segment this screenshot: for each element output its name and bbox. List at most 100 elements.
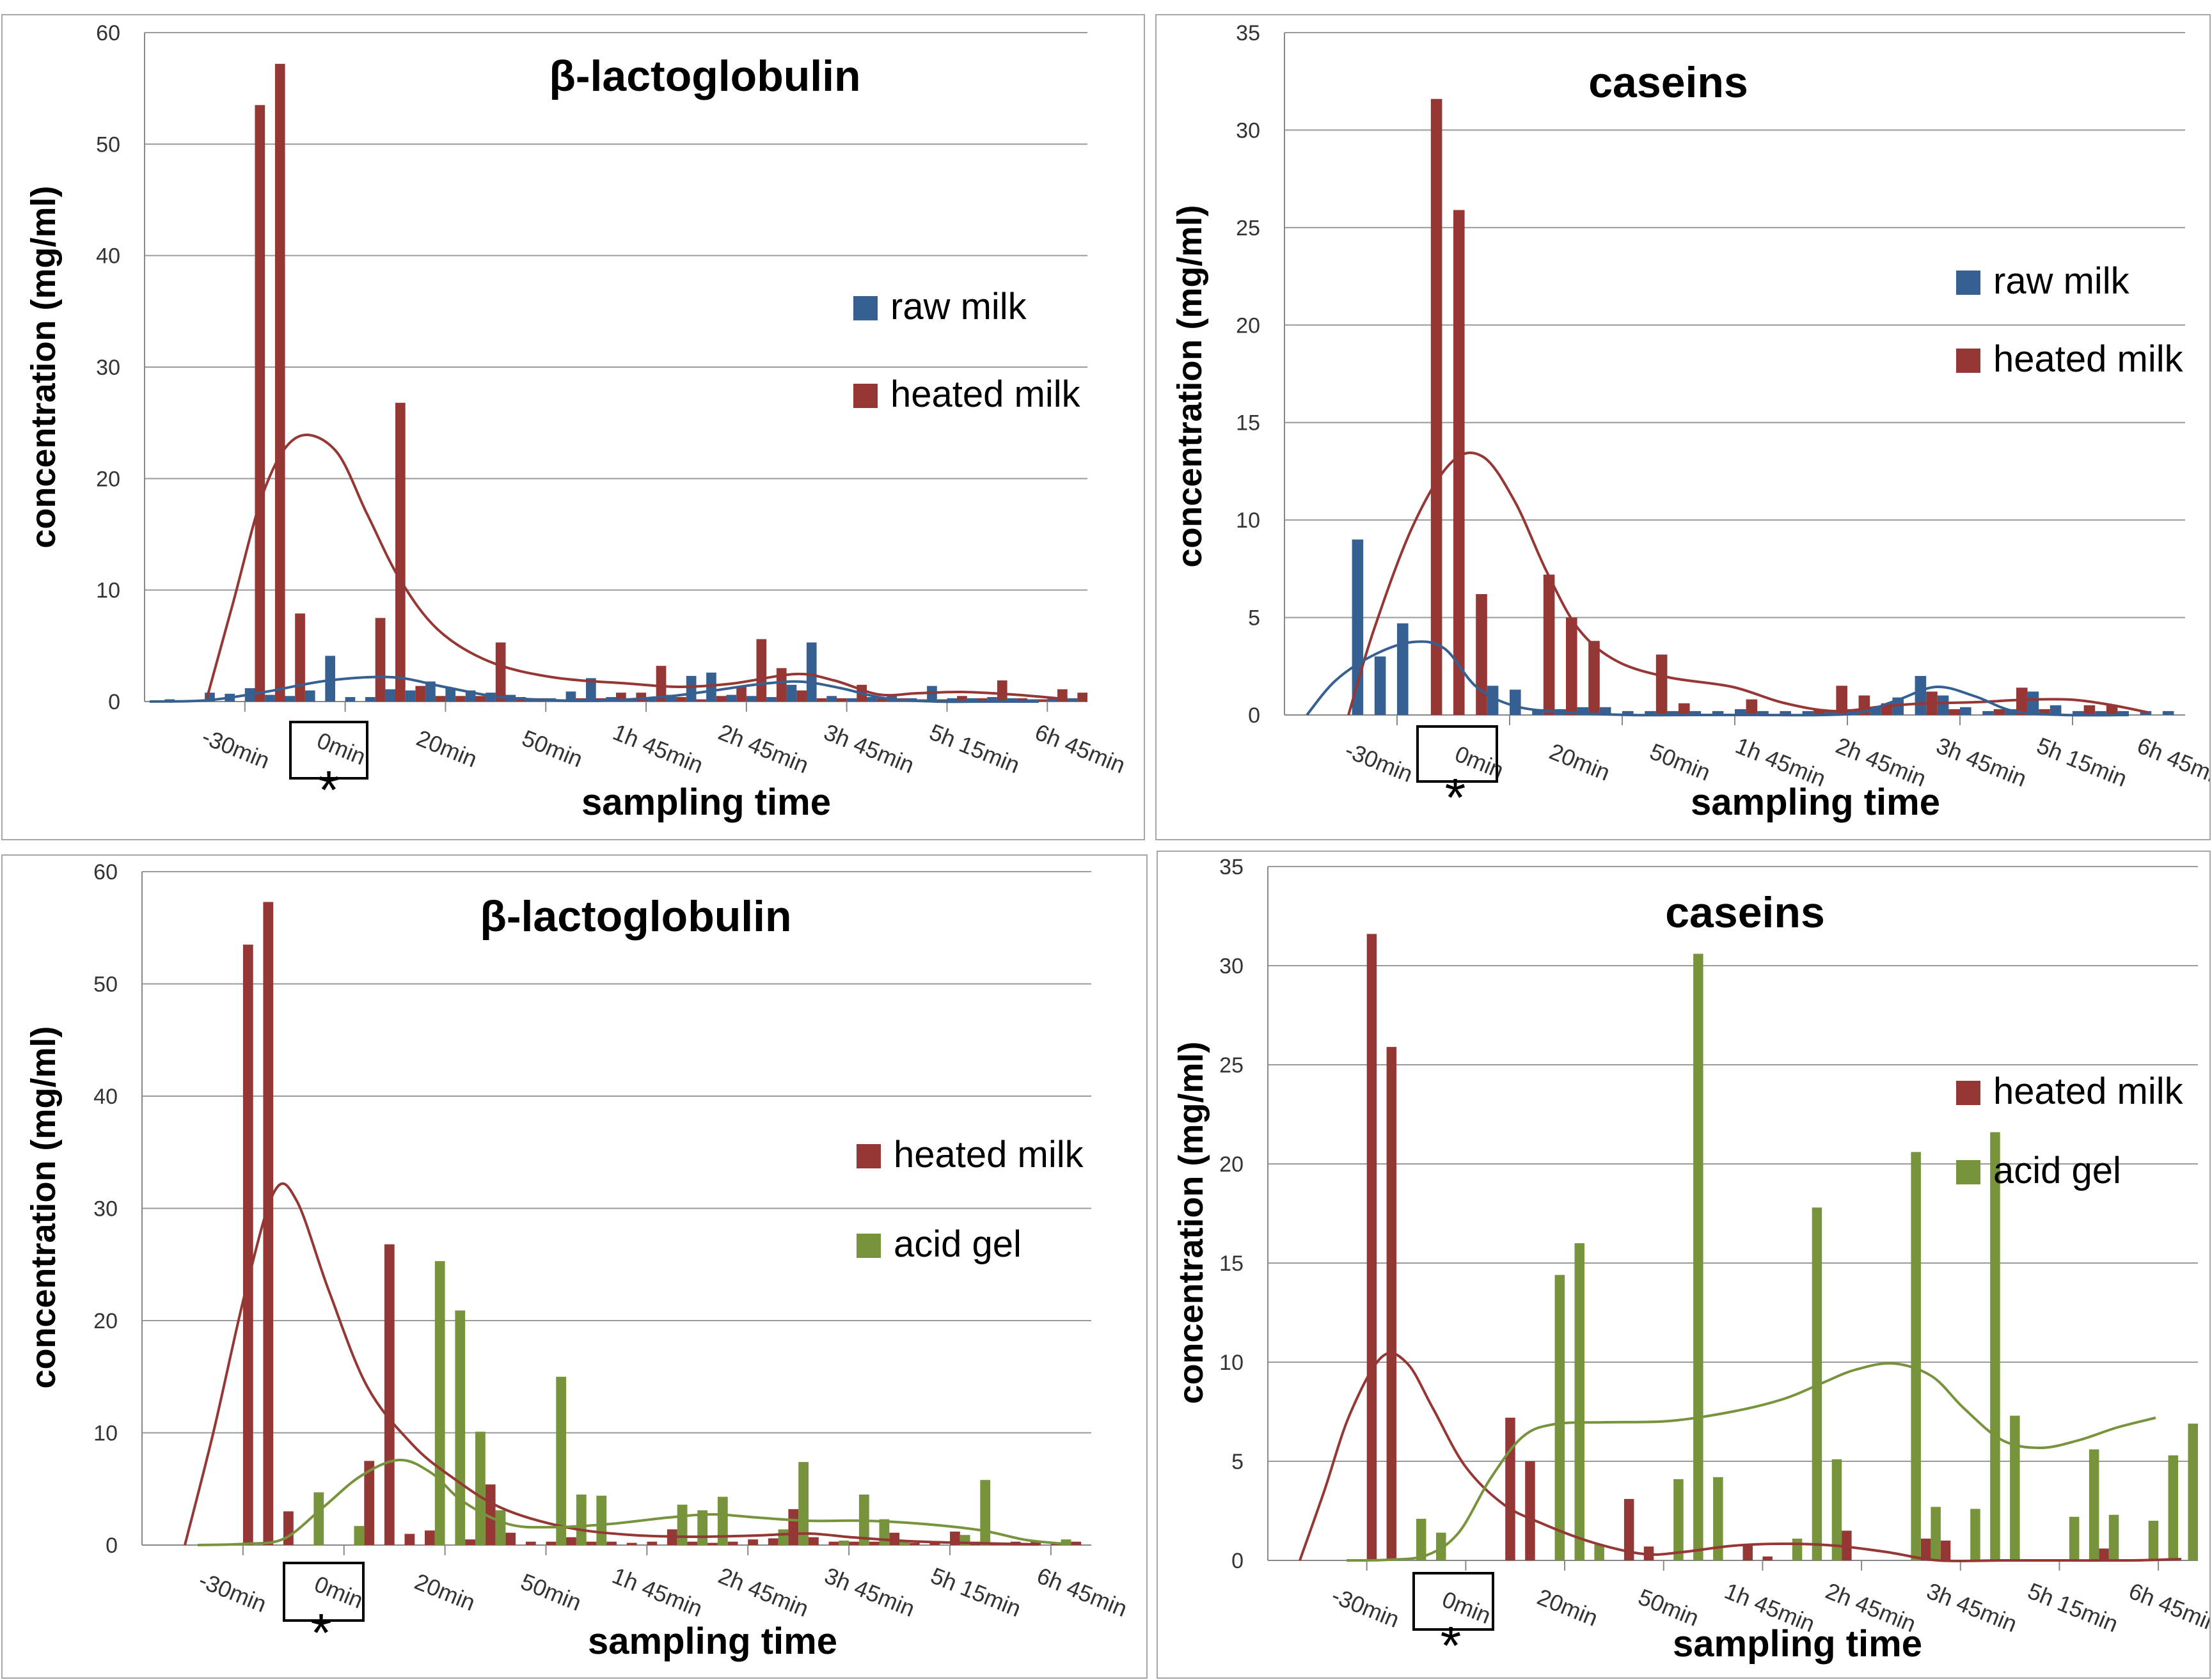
- legend-swatch: [857, 1234, 881, 1258]
- y-tick-label: 10: [96, 579, 120, 603]
- bar: [1067, 698, 1078, 702]
- bar: [879, 1519, 890, 1545]
- bar: [404, 1534, 415, 1545]
- y-tick-label: 30: [96, 356, 120, 380]
- y-tick-label: 25: [1219, 1053, 1244, 1078]
- bar: [646, 697, 656, 702]
- x-tick-label: 1h 45min: [609, 719, 707, 778]
- chart-title: caseins: [1588, 58, 1748, 107]
- chart-title: β-lactoglobulin: [549, 52, 860, 100]
- bar: [2108, 1514, 2119, 1560]
- bar: [1397, 623, 1409, 715]
- trend-line: [1299, 1351, 2182, 1562]
- legend-swatch: [1956, 1160, 1980, 1184]
- bar: [1037, 699, 1048, 702]
- bar: [687, 1541, 698, 1545]
- y-tick-label: 50: [93, 973, 118, 997]
- y-tick-label: 20: [1236, 313, 1260, 338]
- x-tick-label: -30min: [1328, 1582, 1403, 1633]
- bar: [345, 697, 356, 702]
- x-tick-label: 5h 15min: [2033, 732, 2131, 792]
- y-tick-label: 5: [1231, 1450, 1244, 1474]
- bar: [566, 1537, 576, 1545]
- bar: [768, 1538, 778, 1545]
- bar: [756, 639, 767, 702]
- bar: [980, 1480, 991, 1545]
- bar: [475, 696, 486, 702]
- bar: [255, 105, 265, 702]
- trend-line: [184, 1182, 1039, 1546]
- y-tick-label: 10: [1236, 508, 1260, 533]
- x-tick-label: -30min: [195, 1567, 270, 1617]
- bar: [1713, 1477, 1723, 1560]
- bar: [1386, 1047, 1397, 1560]
- bar: [1836, 686, 1847, 715]
- bar: [1588, 641, 1600, 715]
- bar: [899, 1541, 910, 1545]
- bar: [1960, 707, 1971, 715]
- bar: [947, 698, 958, 702]
- bar: [1780, 710, 1791, 715]
- bar: [816, 698, 827, 702]
- bar: [766, 697, 777, 702]
- bar: [1061, 1539, 1071, 1545]
- bar: [1436, 1532, 1446, 1560]
- bar: [1847, 709, 1859, 715]
- bar: [263, 902, 274, 1545]
- bar: [736, 687, 747, 702]
- bar: [2039, 709, 2050, 715]
- x-tick-label: 3h 45min: [820, 719, 918, 778]
- bar: [1007, 698, 1018, 702]
- bar: [716, 696, 727, 702]
- legend-swatch: [1956, 1081, 1980, 1105]
- bar: [1762, 1556, 1773, 1560]
- bar: [1655, 654, 1668, 715]
- bar: [869, 1541, 880, 1545]
- bar: [1374, 656, 1386, 715]
- bar: [717, 1496, 728, 1545]
- x-tick-label: 20min: [1546, 738, 1614, 786]
- bar: [1824, 710, 1837, 715]
- trend-line: [149, 675, 1039, 703]
- y-tick-label: 20: [1219, 1152, 1244, 1177]
- legend-label: acid gel: [894, 1223, 1022, 1265]
- asterisk-marker: *: [319, 760, 340, 820]
- bar: [1993, 709, 2005, 715]
- bar: [304, 690, 315, 702]
- y-axis-label: concentration (mg/ml): [24, 1026, 63, 1388]
- y-tick-label: 30: [1236, 118, 1260, 143]
- bar: [2083, 705, 2096, 715]
- bar: [485, 1484, 496, 1545]
- bar: [1077, 693, 1087, 702]
- chart-panel-3: 0 10 20 30 40 50 60 -30min 0min 20min 50min 1h 45mi…: [1, 854, 1148, 1679]
- bar: [1505, 1417, 1515, 1560]
- bar: [1510, 689, 1521, 715]
- bar: [786, 684, 797, 702]
- bar: [809, 1537, 819, 1545]
- bar: [606, 1541, 617, 1545]
- bar: [1566, 617, 1577, 715]
- bar: [686, 675, 697, 702]
- trend-line: [1347, 451, 2149, 716]
- bar: [1645, 710, 1656, 715]
- bar: [415, 686, 426, 702]
- legend-swatch: [857, 1144, 881, 1168]
- bar: [2005, 709, 2016, 715]
- legend-label: acid gel: [1993, 1150, 2121, 1191]
- bar: [1982, 710, 1994, 715]
- bar: [909, 1543, 920, 1545]
- bar: [586, 1541, 597, 1545]
- bar: [876, 698, 887, 702]
- bar: [586, 678, 596, 702]
- bar: [626, 1543, 637, 1545]
- legend-swatch: [853, 296, 878, 320]
- bar: [1532, 709, 1544, 715]
- bar: [2148, 1521, 2159, 1560]
- bar: [727, 1541, 738, 1545]
- x-tick-label: 20min: [413, 725, 481, 773]
- legend-label: raw milk: [890, 286, 1027, 327]
- y-tick-label: 50: [96, 132, 120, 157]
- bar: [2027, 691, 2039, 715]
